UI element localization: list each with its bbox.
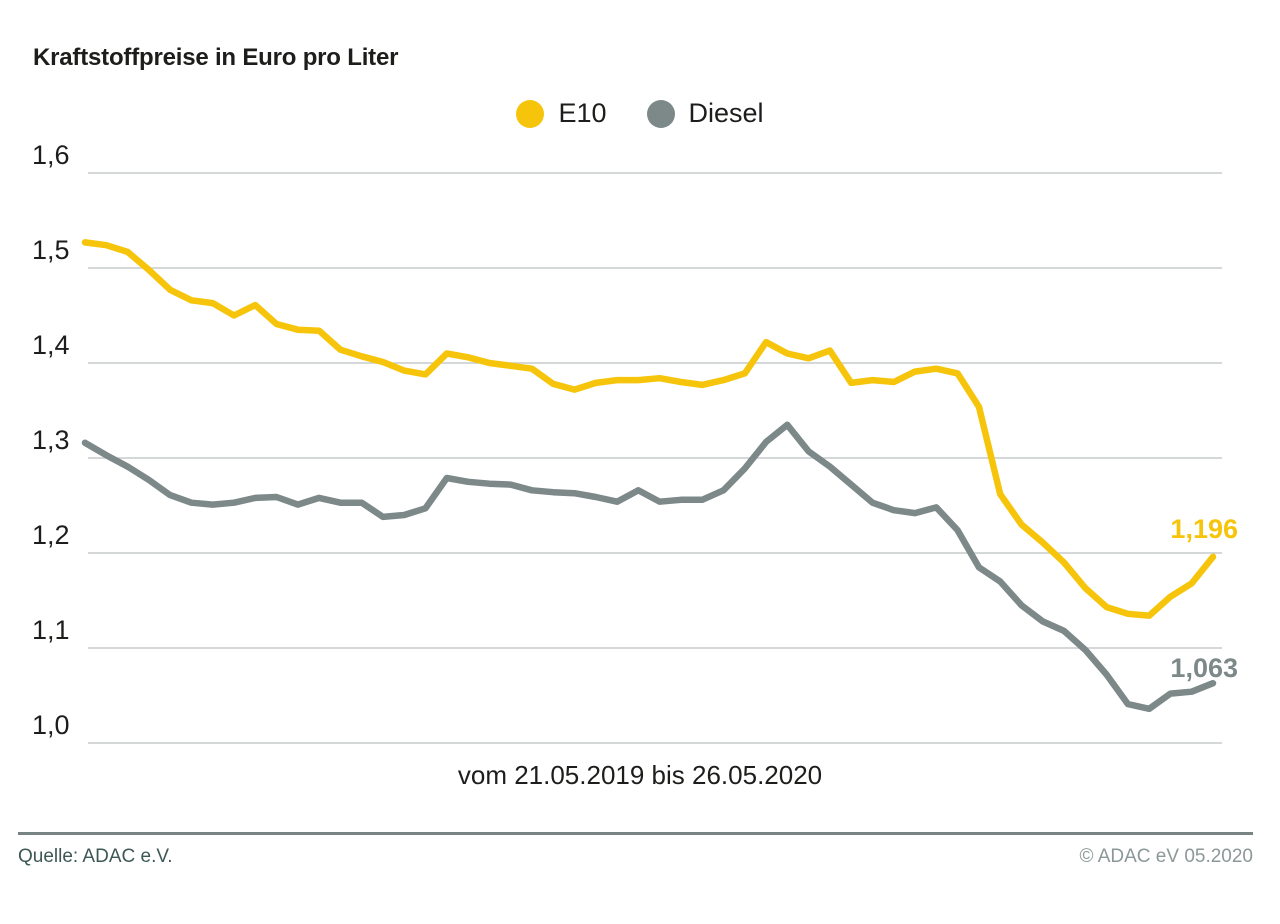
legend-label-diesel: Diesel (688, 98, 764, 128)
e10-end-value: 1,196 (1170, 514, 1238, 544)
y-tick-label: 1,4 (32, 330, 70, 360)
x-axis-label: vom 21.05.2019 bis 26.05.2020 (457, 760, 823, 790)
chart-title: Kraftstoffpreise in Euro pro Liter (33, 44, 399, 71)
y-tick-label: 1,3 (32, 425, 70, 455)
e10-line (81, 239, 1217, 619)
y-tick-label: 1,2 (32, 520, 70, 550)
y-tick-label: 1,6 (32, 140, 70, 170)
chart-legend: E10 Diesel (0, 98, 1280, 129)
e10-color-dot-icon (516, 99, 545, 128)
copyright-notice: © ADAC eV 05.2020 (1079, 846, 1254, 867)
y-tick-label: 1,5 (32, 235, 70, 265)
legend-item-diesel: Diesel (646, 98, 764, 129)
legend-label-e10: E10 (558, 98, 607, 128)
diesel-end-value: 1,063 (1170, 653, 1238, 683)
price-line-chart: 1,196 1,063 1,0 1,1 1,2 1,3 1,4 1,5 1,6 (32, 140, 1238, 744)
source-credit: Quelle: ADAC e.V. (18, 846, 173, 867)
diesel-line (81, 421, 1217, 713)
footer-divider (18, 832, 1253, 835)
diesel-color-dot-icon (646, 99, 675, 128)
legend-item-e10: E10 (516, 98, 607, 129)
y-tick-label: 1,0 (32, 710, 70, 740)
y-tick-label: 1,1 (32, 615, 70, 645)
